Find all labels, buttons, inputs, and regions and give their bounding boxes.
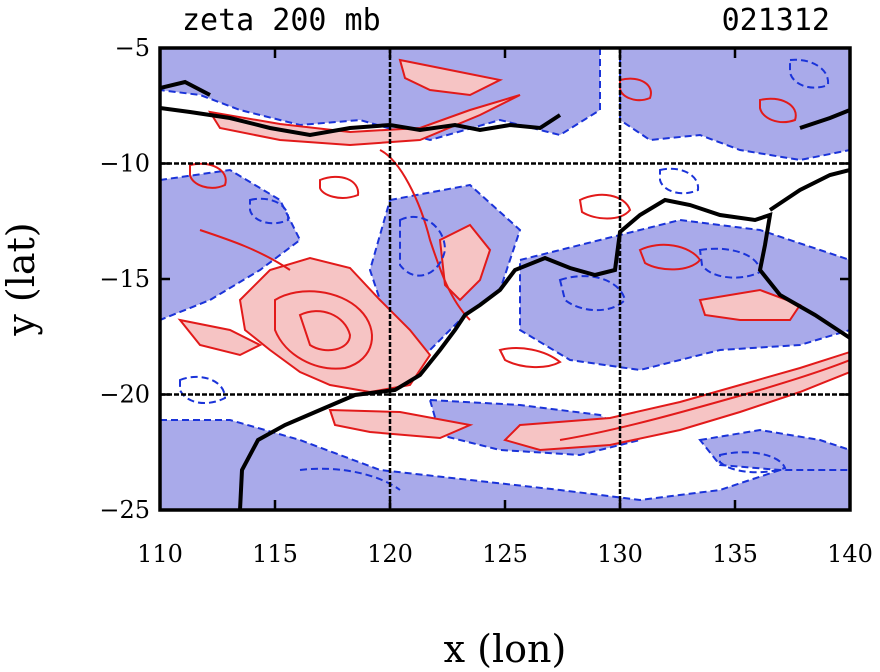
positive-contour — [559, 359, 850, 441]
x-tick-label: 125 — [482, 540, 528, 568]
x-axis-title: x (lon) — [444, 627, 567, 671]
x-tick-label: 110 — [137, 540, 183, 568]
positive-contour — [759, 97, 797, 124]
negative-contour-lines — [179, 58, 830, 491]
gridline-layer — [160, 48, 850, 510]
positive-contour — [189, 162, 227, 189]
positive-region-northeast — [398, 58, 504, 97]
negative-region-west — [160, 168, 302, 322]
positive-region-east — [698, 288, 802, 321]
negative-contour — [558, 275, 627, 312]
positive-contour — [638, 243, 702, 271]
coastline-northwest — [160, 79, 211, 97]
positive-region-center-swirl — [438, 223, 492, 302]
negative-region-southeast — [698, 428, 850, 471]
y-axis-title: y (lat) — [0, 222, 43, 336]
negative-contour — [299, 467, 401, 491]
positive-contour — [379, 149, 471, 321]
negative-contour — [179, 375, 227, 405]
positive-contour — [199, 229, 291, 271]
positive-region-mid-south — [328, 408, 474, 440]
positive-contour-lines — [189, 77, 850, 441]
x-tick-label: 140 — [827, 540, 873, 568]
positive-region-southeast-band — [503, 350, 850, 452]
x-tick-label: 115 — [252, 540, 298, 568]
positive-contour — [319, 175, 360, 199]
negative-region-northeast — [619, 48, 850, 162]
negative-contour — [399, 215, 447, 277]
negative-region-east — [519, 218, 850, 372]
positive-contour — [274, 290, 373, 370]
negative-contour — [659, 167, 700, 195]
x-tick-label: 135 — [712, 540, 758, 568]
y-tick-label: −15 — [99, 265, 150, 293]
positive-vorticity-fill-layer — [177, 58, 850, 452]
negative-contour — [249, 197, 290, 225]
y-tick-label: −20 — [99, 381, 150, 409]
y-tick-label: −10 — [99, 150, 150, 178]
coastline-northeast-upper — [799, 108, 850, 130]
x-tick-label: 120 — [367, 540, 413, 568]
negative-region-southwest — [160, 419, 850, 510]
y-tick-label: −25 — [99, 496, 150, 524]
positive-contour — [498, 347, 562, 368]
negative-contour — [719, 451, 787, 474]
coastline-northeast — [768, 168, 850, 212]
positive-contour — [298, 310, 352, 352]
x-axis-ticks: 110 115 120 125 130 135 140 — [137, 48, 873, 568]
positive-contour — [578, 193, 632, 220]
positive-region-west-strip — [177, 318, 263, 357]
chart-title: zeta 200 mb — [182, 3, 381, 38]
y-axis-ticks: −5 −10 −15 −20 −25 — [99, 34, 850, 524]
positive-contour — [619, 77, 652, 102]
positive-region-southwest-large — [238, 256, 432, 394]
coastline-australia — [238, 197, 850, 510]
y-tick-label: −5 — [115, 34, 150, 62]
negative-contour — [789, 58, 830, 89]
x-tick-label: 130 — [597, 540, 643, 568]
date-label: 021312 — [722, 3, 830, 38]
